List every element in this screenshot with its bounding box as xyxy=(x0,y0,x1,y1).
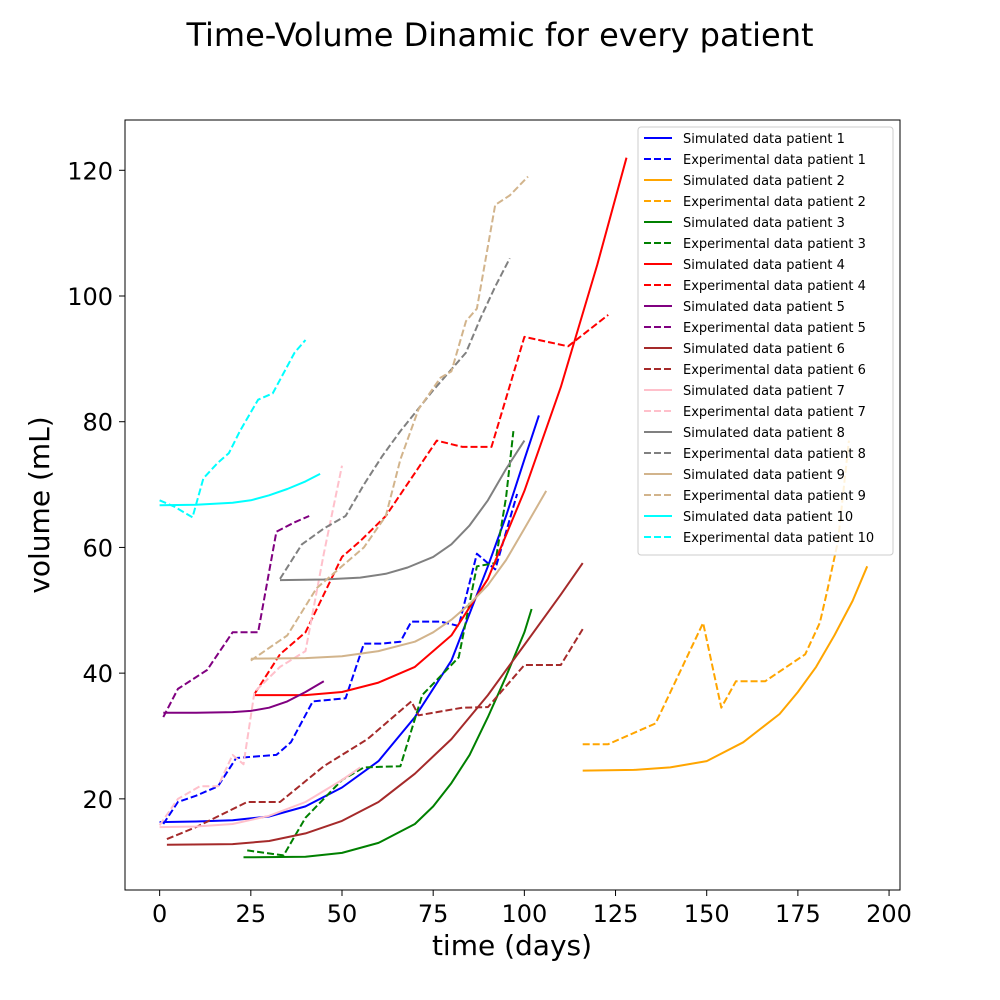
legend-label-17: Simulated data patient 9 xyxy=(683,468,845,483)
legend-label-19: Simulated data patient 10 xyxy=(683,510,853,525)
y-tick-label-4: 100 xyxy=(67,283,113,311)
y-tick-label-2: 60 xyxy=(82,534,113,562)
y-axis-label: volume (mL) xyxy=(23,416,56,593)
y-tick-label-3: 80 xyxy=(82,409,113,437)
x-axis-label: time (days) xyxy=(432,929,592,962)
series-line-3 xyxy=(582,565,869,772)
legend-label-3: Simulated data patient 2 xyxy=(683,174,845,189)
legend-label-4: Experimental data patient 2 xyxy=(683,195,866,210)
legend-label-10: Experimental data patient 5 xyxy=(683,321,866,336)
series-line-11 xyxy=(166,562,584,846)
x-tick-label-0: 0 xyxy=(152,900,167,928)
series-layer xyxy=(158,157,869,859)
legend-label-13: Simulated data patient 7 xyxy=(683,384,845,399)
x-tick-label-3: 75 xyxy=(418,900,449,928)
legend-label-1: Simulated data patient 1 xyxy=(683,132,845,147)
legend-label-16: Experimental data patient 8 xyxy=(683,447,866,462)
legend-label-15: Simulated data patient 8 xyxy=(683,426,845,441)
legend-label-18: Experimental data patient 9 xyxy=(683,489,866,504)
series-line-9 xyxy=(163,680,325,714)
y-tick-label-5: 120 xyxy=(67,157,113,185)
plot-frame xyxy=(124,119,901,891)
series-line-10 xyxy=(162,515,310,718)
legend-label-20: Experimental data patient 10 xyxy=(683,531,874,546)
x-tick-label-7: 175 xyxy=(775,900,821,928)
legend-label-9: Simulated data patient 5 xyxy=(683,300,845,315)
series-line-2 xyxy=(162,493,519,825)
series-line-13 xyxy=(159,766,361,829)
series-line-6 xyxy=(247,430,515,857)
legend-box xyxy=(637,126,894,556)
legend-label-6: Experimental data patient 3 xyxy=(683,237,866,252)
x-tick-label-5: 125 xyxy=(593,900,639,928)
x-tick-label-1: 25 xyxy=(236,900,267,928)
series-line-5 xyxy=(243,608,533,859)
series-line-16 xyxy=(279,257,511,580)
legend-label-2: Experimental data patient 1 xyxy=(683,153,866,168)
series-line-1 xyxy=(159,415,540,824)
x-tick-label-4: 100 xyxy=(501,900,547,928)
y-axis: 20 40 60 80 100 120 xyxy=(67,157,125,814)
x-tick-label-2: 50 xyxy=(327,900,358,928)
chart-title: Time-Volume Dinamic for every patient xyxy=(185,16,813,54)
series-line-8 xyxy=(253,314,609,695)
legend-label-5: Simulated data patient 3 xyxy=(683,216,845,231)
series-line-17 xyxy=(250,490,548,660)
series-line-7 xyxy=(254,157,628,697)
legend: Simulated data patient 1 Experimental dat… xyxy=(637,126,894,556)
series-line-18 xyxy=(250,175,529,662)
series-line-19 xyxy=(159,473,321,507)
x-axis: 0 25 50 75 100 125 150 175 200 xyxy=(152,890,912,928)
x-tick-label-8: 200 xyxy=(866,900,912,928)
legend-label-14: Experimental data patient 7 xyxy=(683,405,866,420)
y-tick-label-1: 40 xyxy=(82,660,113,688)
x-tick-label-6: 150 xyxy=(684,900,730,928)
series-line-12 xyxy=(166,628,584,841)
y-tick-label-0: 20 xyxy=(82,786,113,814)
legend-label-7: Simulated data patient 4 xyxy=(683,258,845,273)
legend-label-12: Experimental data patient 6 xyxy=(683,363,866,378)
series-line-14 xyxy=(158,465,343,826)
legend-label-8: Experimental data patient 4 xyxy=(683,279,866,294)
series-line-20 xyxy=(159,339,307,519)
series-line-15 xyxy=(279,440,526,582)
legend-label-11: Simulated data patient 6 xyxy=(683,342,845,357)
